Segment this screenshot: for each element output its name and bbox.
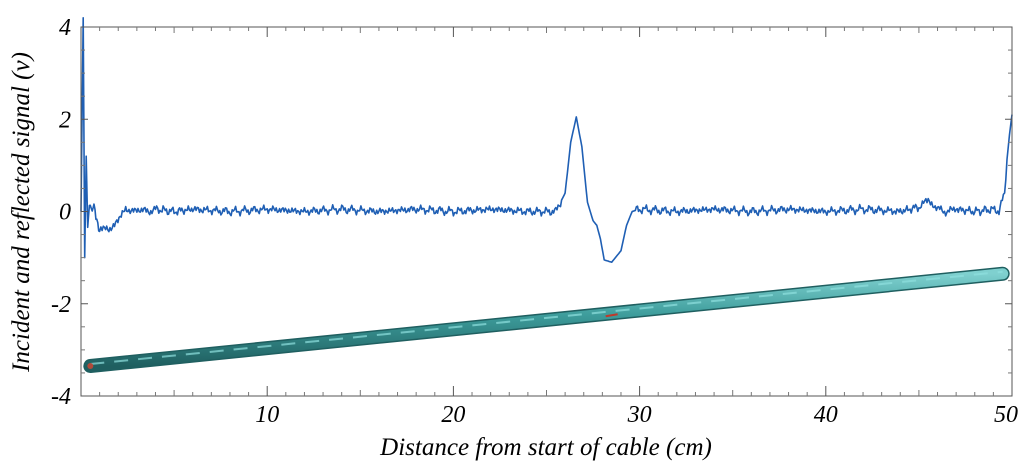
- cable-body: [84, 268, 1009, 372]
- x-axis-title: Distance from start of cable (cm): [379, 434, 712, 461]
- cable-end-marker: [87, 363, 94, 370]
- y-axis-title: Incident and reflected signal (v): [8, 52, 35, 373]
- y-tick-label: 2: [59, 107, 71, 133]
- y-tick-label: 4: [59, 15, 71, 41]
- x-tick-label: 40: [814, 402, 838, 428]
- x-tick-label: 20: [441, 402, 465, 428]
- y-tick-label: -4: [51, 384, 71, 410]
- x-tick-label: 10: [255, 402, 279, 428]
- y-tick-label: 0: [59, 200, 71, 226]
- y-tick-label: -2: [51, 292, 71, 318]
- cable-twist: [90, 270, 1003, 366]
- x-tick-label: 30: [627, 402, 652, 428]
- cable-fault-marker: [605, 313, 618, 318]
- x-tick-label: 50: [994, 402, 1018, 428]
- series-line-0: [80, 16, 1013, 264]
